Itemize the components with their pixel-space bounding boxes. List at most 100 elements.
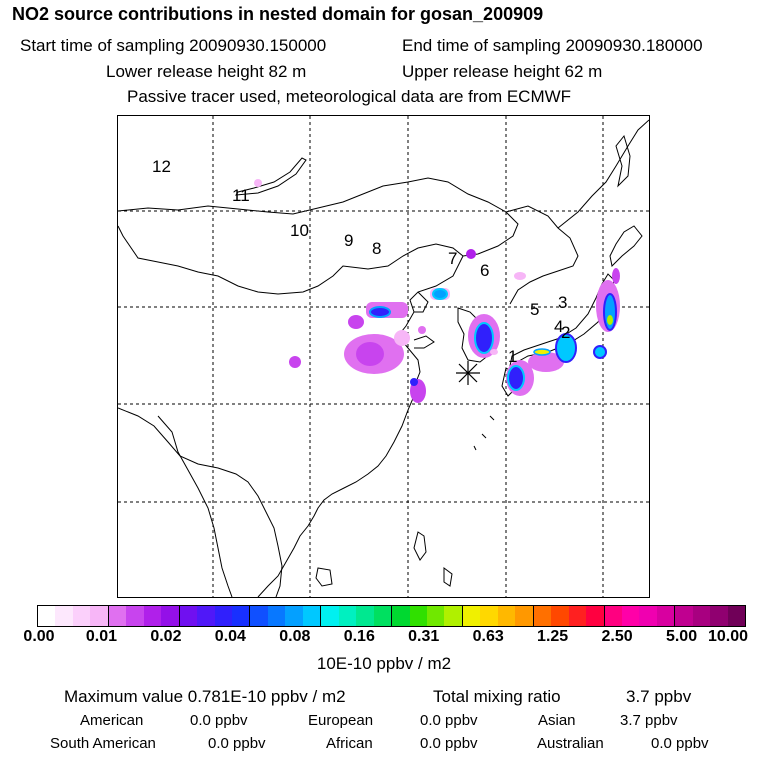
region-label: 1	[508, 347, 517, 366]
contribution-patch	[418, 326, 426, 334]
colorbar-segment	[444, 606, 462, 626]
colorbar-segment	[285, 606, 303, 626]
colorbar-segment	[338, 606, 357, 626]
colorbar-segment	[178, 606, 198, 626]
region-label: 10	[290, 221, 309, 240]
colorbar-tick-label: 0.00	[23, 628, 55, 645]
contribution-patch	[490, 349, 498, 355]
contribution-patches	[254, 179, 620, 403]
colorbar-segment	[656, 606, 675, 626]
colorbar-segment	[480, 606, 498, 626]
colorbar-segment	[621, 606, 640, 626]
region-name: African	[326, 735, 373, 752]
region-label: 8	[372, 239, 381, 258]
colorbar-tick-label: 0.08	[279, 628, 311, 645]
contribution-patch	[612, 268, 620, 284]
end-time-label: End time of sampling 20090930.180000	[402, 36, 703, 55]
region-label: 4	[554, 317, 563, 336]
colorbar-segment	[551, 606, 569, 626]
southeast-asia-border	[157, 415, 233, 597]
colorbar-tick-label: 0.04	[214, 628, 246, 645]
colorbar-segment	[55, 606, 73, 626]
philippines-islands	[443, 567, 453, 587]
map-canvas: 12 11 10 9 8 7 6 5 3 4 2 1	[118, 116, 649, 597]
southeast-asia-border	[118, 407, 283, 597]
colorbar-tick-label: 0.16	[343, 628, 375, 645]
contribution-patch	[555, 333, 577, 363]
region-label: 9	[344, 231, 353, 250]
colorbar-segment	[710, 606, 728, 626]
region-label: 2	[561, 323, 570, 342]
region-value: 0.0 ppbv	[190, 712, 248, 729]
upper-release-label: Upper release height 62 m	[402, 62, 603, 81]
total-mixing-value: 3.7 ppbv	[626, 687, 692, 706]
sakhalin	[615, 134, 631, 188]
contribution-patch	[369, 306, 391, 318]
contribution-patch	[410, 378, 418, 386]
colorbar-segment	[143, 606, 162, 626]
colorbar-segment	[249, 606, 268, 626]
colorbar-segment	[214, 606, 232, 626]
region-name: European	[308, 712, 374, 729]
lake-baikal-outline	[235, 157, 307, 196]
contribution-patch	[466, 249, 476, 259]
colorbar-segment	[532, 606, 552, 626]
total-mixing-label: Total mixing ratio	[433, 687, 561, 706]
colorbar-segment	[38, 606, 56, 626]
contribution-patch	[474, 322, 494, 354]
colorbar-segment	[515, 606, 533, 626]
colorbar-tick-label: 0.02	[150, 628, 182, 645]
colorbar-segment	[391, 606, 410, 626]
region-name: American	[80, 712, 144, 729]
colorbar-segment	[126, 606, 144, 626]
region-label: 6	[480, 261, 489, 280]
ryukyu-islands	[473, 415, 495, 451]
contribution-patch	[507, 365, 525, 391]
colorbar-segment	[302, 606, 321, 626]
japan-hokkaido	[609, 225, 643, 268]
map-title: NO2 source contributions in nested domai…	[12, 4, 544, 24]
colorbar-segment	[692, 606, 711, 626]
bohai-gulf	[414, 291, 429, 313]
colorbar-segment	[373, 606, 392, 626]
region-label: 11	[232, 186, 250, 205]
colorbar-segment	[426, 606, 445, 626]
shandong-peninsula	[413, 335, 435, 349]
hainan-island	[315, 567, 333, 587]
region-name: Australian	[537, 735, 604, 752]
contribution-patch	[593, 345, 607, 359]
contribution-patch	[514, 272, 526, 280]
colorbar-segment	[356, 606, 374, 626]
colorbar-segment	[161, 606, 179, 626]
colorbar-tick-label: 1.25	[537, 628, 569, 645]
contribution-patch	[289, 356, 301, 368]
start-time-label: Start time of sampling 20090930.150000	[20, 36, 327, 55]
china-coast	[257, 255, 464, 597]
region-value: 0.0 ppbv	[420, 712, 478, 729]
colorbar-tick-label: 10.00	[707, 628, 749, 645]
colorbar-tick-label: 0.63	[472, 628, 504, 645]
region-label: 7	[448, 249, 457, 268]
colorbar-segment	[320, 606, 339, 626]
colorbar-segment	[568, 606, 587, 626]
region-value: 0.0 ppbv	[420, 735, 478, 752]
region-name: South American	[50, 735, 156, 752]
colorbar-tick-label: 0.01	[85, 628, 118, 645]
colorbar-segment	[674, 606, 693, 626]
contribution-patch	[348, 315, 364, 329]
tracer-note: Passive tracer used, meteorological data…	[127, 87, 572, 106]
station-star-icon	[456, 361, 480, 385]
colorbar-segment	[197, 606, 215, 626]
mongolia-border	[118, 177, 519, 295]
contribution-patch	[607, 315, 613, 325]
region-name: Asian	[538, 712, 576, 729]
colorbar-segment	[586, 606, 604, 626]
region-value: 0.0 ppbv	[208, 735, 266, 752]
manchuria-border	[505, 205, 579, 305]
contribution-patch	[528, 352, 564, 372]
contribution-patch	[432, 288, 448, 300]
map-panel: 12 11 10 9 8 7 6 5 3 4 2 1	[117, 115, 650, 598]
colorbar-tick-label: 0.31	[408, 628, 440, 645]
region-label: 3	[558, 293, 567, 312]
colorbar-segment	[603, 606, 622, 626]
